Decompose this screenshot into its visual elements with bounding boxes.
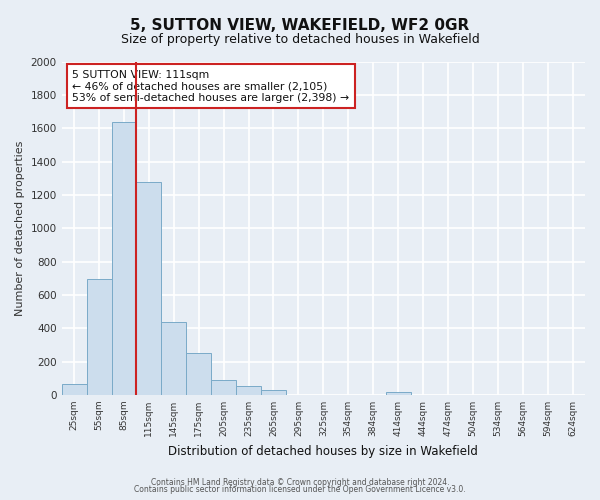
Text: Contains HM Land Registry data © Crown copyright and database right 2024.: Contains HM Land Registry data © Crown c…	[151, 478, 449, 487]
Bar	[86, 279, 112, 395]
X-axis label: Distribution of detached houses by size in Wakefield: Distribution of detached houses by size …	[169, 444, 478, 458]
Bar	[211, 380, 236, 395]
Text: Contains public sector information licensed under the Open Government Licence v3: Contains public sector information licen…	[134, 486, 466, 494]
Bar	[112, 122, 136, 395]
Bar	[161, 322, 186, 395]
Bar	[186, 354, 211, 395]
Bar	[236, 386, 261, 395]
Bar	[386, 392, 410, 395]
Text: 5 SUTTON VIEW: 111sqm
← 46% of detached houses are smaller (2,105)
53% of semi-d: 5 SUTTON VIEW: 111sqm ← 46% of detached …	[72, 70, 349, 103]
Y-axis label: Number of detached properties: Number of detached properties	[15, 140, 25, 316]
Text: 5, SUTTON VIEW, WAKEFIELD, WF2 0GR: 5, SUTTON VIEW, WAKEFIELD, WF2 0GR	[130, 18, 470, 32]
Text: Size of property relative to detached houses in Wakefield: Size of property relative to detached ho…	[121, 32, 479, 46]
Bar	[261, 390, 286, 395]
Bar	[62, 384, 86, 395]
Bar	[136, 182, 161, 395]
